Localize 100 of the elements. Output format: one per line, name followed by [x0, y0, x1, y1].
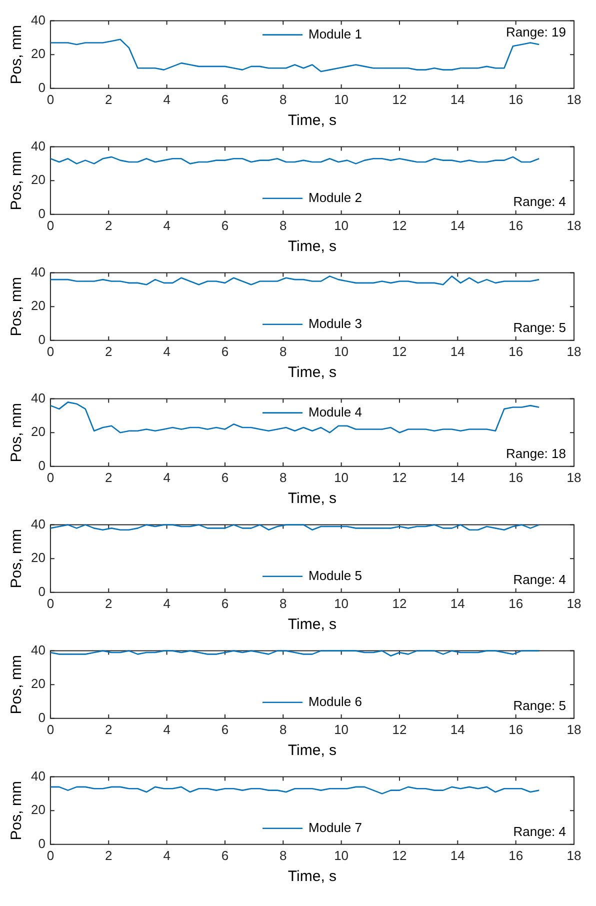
x-tick-label: 6 — [221, 92, 229, 107]
y-tick-label: 40 — [30, 642, 46, 658]
x-tick-label: 12 — [392, 596, 407, 611]
x-tick-label: 18 — [566, 344, 582, 359]
y-tick-label: 0 — [38, 458, 46, 473]
x-tick-label: 14 — [450, 848, 465, 863]
y-tick-label: 0 — [38, 206, 46, 221]
x-tick-label: 16 — [508, 344, 524, 359]
x-tick-label: 18 — [566, 92, 582, 107]
x-tick-label: 6 — [221, 218, 229, 233]
y-tick-label: 40 — [30, 516, 46, 532]
x-tick-label: 18 — [566, 596, 582, 611]
x-tick-label: 2 — [105, 596, 112, 611]
annotation: Range: 4 — [513, 824, 566, 839]
x-axis-title: Time, s — [288, 490, 337, 508]
y-tick-label: 40 — [30, 12, 46, 28]
legend-label: Module 2 — [308, 190, 362, 205]
x-tick-label: 8 — [280, 92, 287, 107]
x-tick-label: 18 — [566, 470, 582, 485]
y-tick-label: 20 — [30, 46, 46, 62]
annotation: Range: 5 — [513, 698, 566, 713]
y-tick-label: 40 — [30, 390, 46, 406]
x-tick-label: 2 — [105, 218, 112, 233]
y-axis-title: Pos, mm — [8, 25, 26, 84]
x-tick-label: 14 — [450, 596, 465, 611]
x-tick-label: 2 — [105, 470, 112, 485]
x-tick-label: 8 — [280, 218, 287, 233]
x-tick-label: 4 — [163, 596, 170, 611]
x-tick-label: 4 — [163, 848, 170, 863]
x-tick-label: 2 — [105, 848, 112, 863]
x-tick-label: 12 — [392, 470, 407, 485]
x-tick-label: 10 — [334, 722, 349, 737]
x-tick-label: 8 — [280, 344, 287, 359]
y-tick-label: 20 — [30, 424, 46, 440]
x-tick-label: 18 — [566, 218, 582, 233]
x-tick-label: 6 — [221, 470, 229, 485]
x-tick-label: 8 — [280, 848, 287, 863]
legend-label: Module 4 — [308, 404, 362, 420]
y-tick-label: 20 — [30, 172, 46, 188]
x-tick-label: 14 — [450, 92, 465, 107]
x-axis-title: Time, s — [288, 868, 337, 886]
x-axis-title: Time, s — [288, 238, 337, 256]
y-tick-label: 40 — [30, 264, 46, 280]
annotation: Range: 4 — [513, 194, 566, 209]
y-axis-title: Pos, mm — [8, 151, 26, 210]
x-axis-title: Time, s — [288, 364, 337, 382]
x-tick-label: 18 — [566, 722, 582, 737]
legend-label: Module 1 — [308, 26, 362, 42]
x-tick-label: 12 — [392, 344, 407, 359]
x-tick-label: 14 — [450, 344, 465, 359]
legend-label: Module 7 — [308, 820, 362, 835]
x-tick-label: 8 — [280, 596, 287, 611]
y-axis-title: Pos, mm — [8, 403, 26, 462]
x-axis-title: Time, s — [288, 616, 337, 634]
x-axis-title: Time, s — [288, 112, 337, 130]
x-tick-label: 8 — [280, 470, 287, 485]
x-tick-label: 14 — [450, 218, 465, 233]
legend-label: Module 6 — [308, 694, 362, 709]
y-tick-label: 20 — [30, 550, 46, 566]
x-tick-label: 2 — [105, 722, 112, 737]
legend-label: Module 3 — [308, 316, 362, 331]
y-tick-label: 20 — [30, 802, 46, 818]
x-tick-label: 16 — [508, 92, 524, 107]
x-tick-label: 16 — [508, 848, 524, 863]
x-tick-label: 4 — [163, 92, 170, 107]
annotation: Range: 19 — [506, 24, 566, 40]
x-tick-label: 12 — [392, 848, 407, 863]
y-tick-label: 20 — [30, 676, 46, 692]
x-tick-label: 6 — [221, 722, 229, 737]
y-axis-title: Pos, mm — [8, 529, 26, 588]
x-tick-label: 6 — [221, 344, 229, 359]
y-axis-title: Pos, mm — [8, 277, 26, 336]
x-tick-label: 16 — [508, 596, 524, 611]
y-axis-title: Pos, mm — [8, 655, 26, 714]
y-axis-title: Pos, mm — [8, 781, 26, 840]
y-tick-label: 0 — [38, 836, 46, 851]
y-tick-label: 20 — [30, 298, 46, 314]
annotation: Range: 18 — [506, 446, 566, 461]
x-tick-label: 16 — [508, 722, 524, 737]
x-tick-label: 6 — [221, 848, 229, 863]
x-tick-label: 16 — [508, 470, 524, 485]
x-tick-label: 8 — [280, 722, 287, 737]
x-tick-label: 4 — [163, 218, 170, 233]
x-tick-label: 6 — [221, 596, 229, 611]
y-tick-label: 0 — [38, 584, 46, 599]
x-tick-label: 4 — [163, 344, 170, 359]
annotation: Range: 4 — [513, 572, 566, 587]
x-tick-label: 10 — [334, 92, 349, 107]
y-tick-label: 40 — [30, 768, 46, 784]
y-tick-label: 0 — [38, 332, 46, 347]
x-tick-label: 10 — [334, 470, 349, 485]
x-tick-label: 12 — [392, 92, 407, 107]
x-tick-label: 14 — [450, 722, 465, 737]
legend-label: Module 5 — [308, 568, 362, 583]
x-axis-title: Time, s — [288, 742, 337, 760]
x-tick-label: 10 — [334, 344, 349, 359]
x-tick-label: 18 — [566, 848, 582, 863]
x-tick-label: 4 — [163, 722, 170, 737]
x-tick-label: 4 — [163, 470, 170, 485]
x-tick-label: 2 — [105, 92, 112, 107]
